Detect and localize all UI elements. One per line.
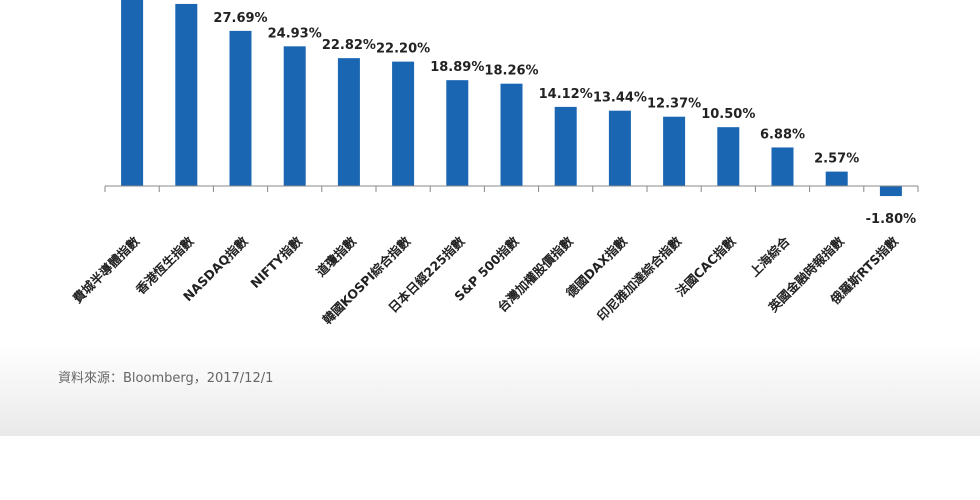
value-label: 27.69% [213, 11, 267, 26]
bar [717, 127, 740, 186]
bar [554, 106, 577, 186]
bar [879, 185, 902, 197]
value-label: 18.26% [484, 64, 538, 79]
value-label: 10.50% [701, 107, 755, 122]
bar [663, 116, 686, 186]
value-label: 18.89% [430, 60, 484, 75]
value-label: 22.20% [376, 42, 430, 57]
bar [500, 83, 523, 186]
value-label: 13.44% [593, 91, 647, 106]
x-tick-label: NIFTY指數 [247, 233, 305, 291]
bar [283, 46, 306, 186]
value-label: 6.88% [760, 127, 805, 142]
bar [392, 61, 415, 186]
value-label: 2.57% [814, 152, 859, 167]
value-label: 22.82% [322, 38, 376, 53]
bar [771, 147, 794, 186]
bar [175, 3, 198, 186]
bar [608, 110, 631, 186]
bar [229, 30, 252, 186]
x-tick-label: 上海綜合 [747, 233, 793, 279]
bar [825, 171, 848, 186]
value-label: -1.80% [866, 212, 917, 227]
x-tick-label: 道瓊指數 [313, 233, 359, 279]
value-label: 24.93% [268, 26, 322, 41]
bar [121, 0, 144, 186]
source-note: 資料來源：Bloomberg，2017/12/1 [58, 371, 273, 386]
footer-band [0, 345, 980, 436]
x-tick-label: 費城半導體指數 [70, 233, 143, 306]
value-label: 12.37% [647, 97, 701, 112]
bar [337, 58, 360, 186]
bar [446, 80, 469, 186]
value-label: 14.12% [539, 87, 593, 102]
